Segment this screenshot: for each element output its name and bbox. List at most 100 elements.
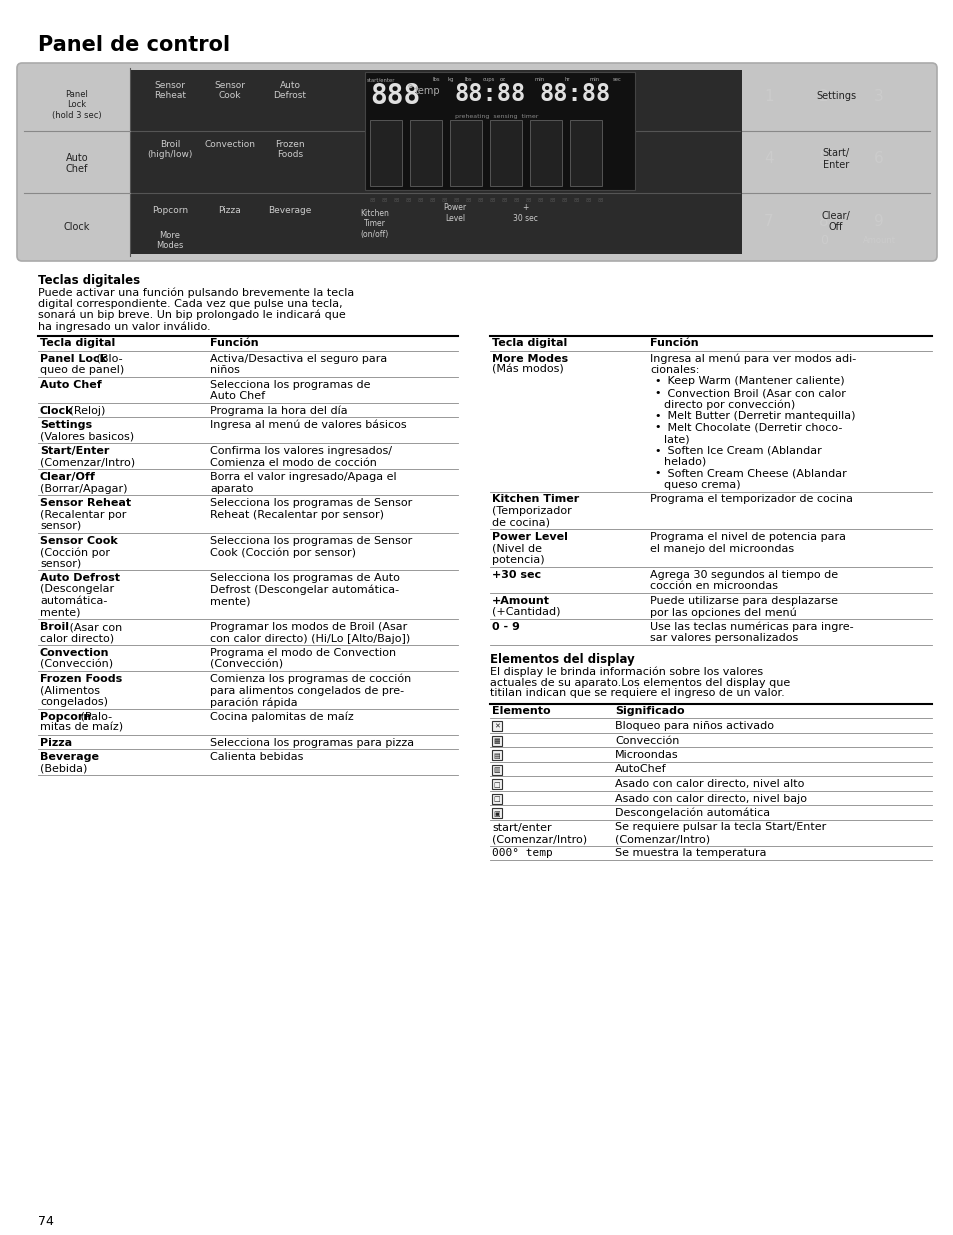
Text: Borra el valor ingresado/Apaga el: Borra el valor ingresado/Apaga el xyxy=(210,472,396,482)
Text: sar valores personalizados: sar valores personalizados xyxy=(649,634,798,643)
Text: (Bebida): (Bebida) xyxy=(40,763,88,773)
Text: Sensor Reheat: Sensor Reheat xyxy=(40,498,131,508)
Bar xyxy=(740,70,741,254)
Text: 2: 2 xyxy=(819,89,828,104)
Text: Kitchen Timer: Kitchen Timer xyxy=(492,494,578,505)
Text: (Valores basicos): (Valores basicos) xyxy=(40,431,134,441)
Text: Descongelación automática: Descongelación automática xyxy=(615,808,769,819)
Text: kg: kg xyxy=(448,77,454,82)
Text: mente): mente) xyxy=(210,597,251,606)
Text: Auto
Chef: Auto Chef xyxy=(66,153,89,174)
Text: Tecla digital: Tecla digital xyxy=(40,338,115,348)
Text: start/enter: start/enter xyxy=(367,77,395,82)
Text: 4: 4 xyxy=(763,152,773,167)
Text: +Amount: +Amount xyxy=(492,595,550,605)
Text: Clock: Clock xyxy=(64,221,91,231)
Text: Auto Defrost: Auto Defrost xyxy=(40,573,120,583)
Text: Pizza: Pizza xyxy=(218,206,241,215)
Text: Ingresa al menú de valores básicos: Ingresa al menú de valores básicos xyxy=(210,420,406,431)
Text: +
30 sec: + 30 sec xyxy=(512,204,537,222)
Text: Sensor Cook: Sensor Cook xyxy=(40,536,117,546)
Text: •: • xyxy=(654,468,659,478)
Text: (Recalentar por: (Recalentar por xyxy=(40,510,126,520)
Text: ▤: ▤ xyxy=(493,753,499,760)
Text: 88: 88 xyxy=(430,198,436,204)
Text: potencia): potencia) xyxy=(492,555,544,564)
Text: el manejo del microondas: el manejo del microondas xyxy=(649,543,793,553)
Text: (Borrar/Apagar): (Borrar/Apagar) xyxy=(40,483,128,494)
Text: (+Cantidad): (+Cantidad) xyxy=(492,606,560,618)
Text: Asado con calor directo, nivel alto: Asado con calor directo, nivel alto xyxy=(615,779,803,789)
Text: Beverage: Beverage xyxy=(268,206,312,215)
Text: automática-: automática- xyxy=(40,597,108,606)
Text: Auto Chef: Auto Chef xyxy=(210,391,265,401)
Text: 88: 88 xyxy=(381,198,388,204)
Text: Reheat (Recalentar por sensor): Reheat (Recalentar por sensor) xyxy=(210,510,384,520)
Text: +30 sec: +30 sec xyxy=(492,569,540,579)
Text: start/enter: start/enter xyxy=(492,823,551,832)
Text: 9: 9 xyxy=(873,214,882,228)
Text: 88: 88 xyxy=(525,198,532,204)
Text: 88: 88 xyxy=(537,198,543,204)
Text: Kitchen
Timer
(on/off): Kitchen Timer (on/off) xyxy=(360,209,389,238)
Text: Keep Warm (Mantener caliente): Keep Warm (Mantener caliente) xyxy=(663,377,843,387)
Text: (Convección): (Convección) xyxy=(40,659,113,669)
Text: Programa la hora del día: Programa la hora del día xyxy=(210,405,347,416)
Text: Programa el nivel de potencia para: Programa el nivel de potencia para xyxy=(649,532,845,542)
Text: Clear/
Off: Clear/ Off xyxy=(821,211,849,232)
Text: Clock: Clock xyxy=(40,405,73,415)
Text: sec: sec xyxy=(613,77,621,82)
Text: Broil: Broil xyxy=(40,622,69,632)
Text: Power
Level: Power Level xyxy=(443,204,466,222)
Text: Defrost (Descongelar automática-: Defrost (Descongelar automática- xyxy=(210,584,398,595)
Text: Selecciona los programas de Sensor: Selecciona los programas de Sensor xyxy=(210,536,412,546)
Text: Soften Cream Cheese (Ablandar: Soften Cream Cheese (Ablandar xyxy=(663,468,846,478)
Text: 8: 8 xyxy=(819,214,828,228)
Text: Ingresa al menú para ver modos adi-: Ingresa al menú para ver modos adi- xyxy=(649,353,856,364)
Text: 88: 88 xyxy=(574,198,579,204)
Text: •: • xyxy=(654,388,659,398)
Text: mente): mente) xyxy=(40,608,80,618)
Text: mitas de maíz): mitas de maíz) xyxy=(40,722,123,734)
Text: ▥: ▥ xyxy=(493,767,499,773)
Text: Convection: Convection xyxy=(204,140,255,149)
Text: Melt Chocolate (Derretir choco-: Melt Chocolate (Derretir choco- xyxy=(663,422,841,432)
Text: ✕: ✕ xyxy=(494,724,499,730)
Text: Programa el temporizador de cocina: Programa el temporizador de cocina xyxy=(649,494,852,505)
Text: Popcorn: Popcorn xyxy=(40,711,91,721)
Text: 88: 88 xyxy=(585,198,592,204)
Text: 88: 88 xyxy=(561,198,568,204)
Text: Amount: Amount xyxy=(862,236,895,245)
Text: 1: 1 xyxy=(763,89,773,104)
Text: ha ingresado un valor inválido.: ha ingresado un valor inválido. xyxy=(38,321,211,331)
Text: 88: 88 xyxy=(490,198,496,204)
Text: 5: 5 xyxy=(819,152,828,167)
Text: calor directo): calor directo) xyxy=(40,634,114,643)
Text: Clear/Off: Clear/Off xyxy=(40,472,95,482)
Text: Se requiere pulsar la tecla Start/Enter: Se requiere pulsar la tecla Start/Enter xyxy=(615,823,825,832)
Text: □: □ xyxy=(493,782,499,788)
Text: Broil
(high/low): Broil (high/low) xyxy=(147,140,193,159)
Text: hr: hr xyxy=(564,77,570,82)
Text: (Cocción por: (Cocción por xyxy=(40,547,110,557)
Text: Confirma los valores ingresados/: Confirma los valores ingresados/ xyxy=(210,446,392,456)
Text: 88: 88 xyxy=(501,198,508,204)
Text: actuales de su aparato.Los elementos del display que: actuales de su aparato.Los elementos del… xyxy=(490,678,789,688)
Text: (Alimentos: (Alimentos xyxy=(40,685,100,695)
Text: Pizza: Pizza xyxy=(40,737,72,747)
Bar xyxy=(365,72,635,190)
Text: 88: 88 xyxy=(454,198,459,204)
Text: Puede activar una función pulsando brevemente la tecla: Puede activar una función pulsando breve… xyxy=(38,288,354,299)
Text: 0: 0 xyxy=(820,233,827,247)
Bar xyxy=(490,120,521,186)
Text: temp: temp xyxy=(415,86,440,96)
Bar xyxy=(130,70,740,254)
Bar xyxy=(450,120,481,186)
Text: min: min xyxy=(535,77,544,82)
Text: Se muestra la temperatura: Se muestra la temperatura xyxy=(615,848,765,858)
FancyBboxPatch shape xyxy=(17,63,936,261)
Text: Elemento: Elemento xyxy=(492,705,550,715)
Text: 88: 88 xyxy=(550,198,556,204)
Text: •: • xyxy=(654,422,659,432)
Text: Power Level: Power Level xyxy=(492,532,567,542)
